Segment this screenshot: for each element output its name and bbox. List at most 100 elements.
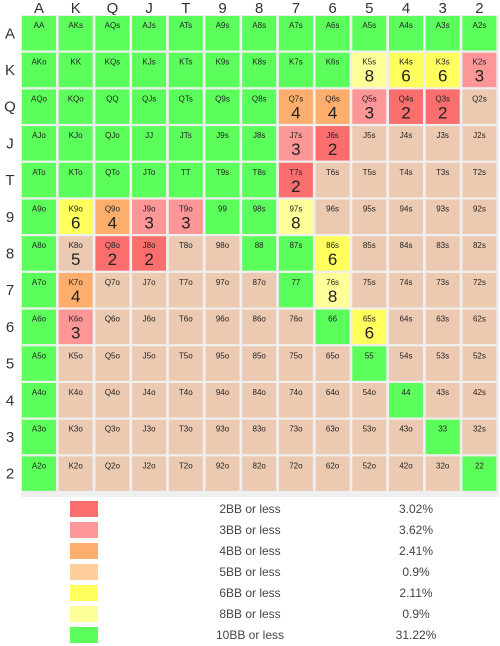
hand-label: T6s [326, 168, 339, 177]
hand-label: QTo [105, 168, 120, 177]
hand-cell: A7s [278, 16, 313, 51]
hand-label: 97o [216, 278, 230, 287]
cell-fill [278, 383, 313, 418]
cell-fill [315, 236, 350, 271]
hand-cell: T3o [168, 419, 203, 455]
hand-cell: 95s [352, 199, 387, 234]
cell-fill [58, 419, 93, 455]
cell-fill [95, 89, 130, 124]
hand-cell: Q2o [95, 456, 130, 491]
cell-fill [22, 456, 56, 491]
hand-cell: 84s [389, 236, 423, 271]
hand-label: Q7o [105, 278, 121, 287]
legend-item: 6BB or less 2.11% [70, 585, 433, 601]
hand-label: J2s [473, 131, 485, 140]
cell-fill [425, 383, 460, 418]
hand-label: A7o [32, 278, 47, 287]
stack-value: 4 [291, 103, 300, 122]
cell-fill [278, 16, 313, 51]
cell-fill [425, 236, 460, 271]
cell-fill [95, 199, 130, 234]
cell-fill [278, 456, 313, 491]
hand-label: 55 [365, 351, 374, 360]
hand-label: 84s [400, 241, 413, 250]
cell-fill [462, 272, 497, 308]
hand-label: A5o [32, 351, 47, 360]
hand-label: 66 [328, 315, 337, 324]
hand-label: JTo [143, 168, 156, 177]
cell-fill [168, 383, 203, 418]
cell-fill [462, 162, 497, 198]
cell-fill [315, 346, 350, 381]
column-label: Q [107, 0, 119, 17]
cell-fill [315, 89, 350, 124]
hand-label: 54s [400, 351, 413, 360]
row-label: 5 [6, 356, 14, 373]
hand-cell: QQ [95, 89, 130, 124]
hand-cell: TT [168, 162, 203, 198]
hand-cell: A2s [462, 16, 497, 51]
hand-label: Q8s [252, 94, 267, 103]
hand-cell: 53o [352, 419, 387, 455]
cell-fill [278, 89, 313, 124]
hand-label: Q2s [472, 94, 487, 103]
hand-label: T5s [363, 168, 376, 177]
hand-label: 33 [438, 425, 447, 434]
hand-cell: J5o [132, 346, 167, 381]
hand-label: 42o [399, 461, 413, 470]
hand-label: T6o [179, 315, 193, 324]
hand-label: K4s [399, 58, 413, 67]
hand-cell: 42s [462, 383, 497, 418]
hand-cell: A6o [22, 309, 56, 345]
hand-label: K7s [289, 58, 303, 67]
cell-fill [242, 236, 277, 271]
hand-label: KK [70, 58, 81, 67]
cell-fill [352, 126, 387, 161]
cell-fill [22, 52, 56, 88]
hand-cell: K9s [205, 52, 240, 88]
hand-cell: Q2s [462, 89, 497, 124]
hand-label: 72s [473, 278, 486, 287]
cell-fill [132, 16, 167, 51]
cell-fill [95, 236, 130, 271]
cell-fill [168, 126, 203, 161]
legend-swatch [70, 522, 98, 538]
legend-swatch [70, 543, 98, 559]
hand-label: A7s [289, 21, 303, 30]
hand-label: K4o [69, 388, 84, 397]
hand-cell: 72o [278, 456, 313, 491]
cell-fill [278, 309, 313, 345]
hand-cell: A3s [425, 16, 460, 51]
row-label: 8 [6, 245, 14, 262]
cell-fill [389, 456, 423, 491]
hand-label: A8s [252, 21, 266, 30]
hand-cell: J8s [242, 126, 277, 161]
column-label: K [71, 0, 81, 17]
cell-fill [58, 236, 93, 271]
hand-cell: 64s [389, 309, 423, 345]
legend-item: 2BB or less 3.02% [70, 501, 433, 517]
stack-value: 2 [438, 103, 447, 122]
cell-fill [22, 309, 56, 345]
cell-fill [95, 383, 130, 418]
hand-cell: T2o [168, 456, 203, 491]
row-label: Q [4, 99, 16, 116]
column-rank-labels: A K Q J T 9 8 7 6 5 4 3 2 [34, 0, 484, 17]
row-label: 9 [6, 209, 14, 226]
cell-fill [22, 126, 56, 161]
cell-fill [462, 383, 497, 418]
cell-fill [352, 16, 387, 51]
cell-fill [462, 16, 497, 51]
hand-label: J2o [143, 461, 156, 470]
cell-fill [425, 419, 460, 455]
cell-fill [315, 272, 350, 308]
hand-cell: A3o [22, 419, 56, 455]
hand-cell: A7o [22, 272, 56, 308]
hand-label: K2s [473, 58, 487, 67]
